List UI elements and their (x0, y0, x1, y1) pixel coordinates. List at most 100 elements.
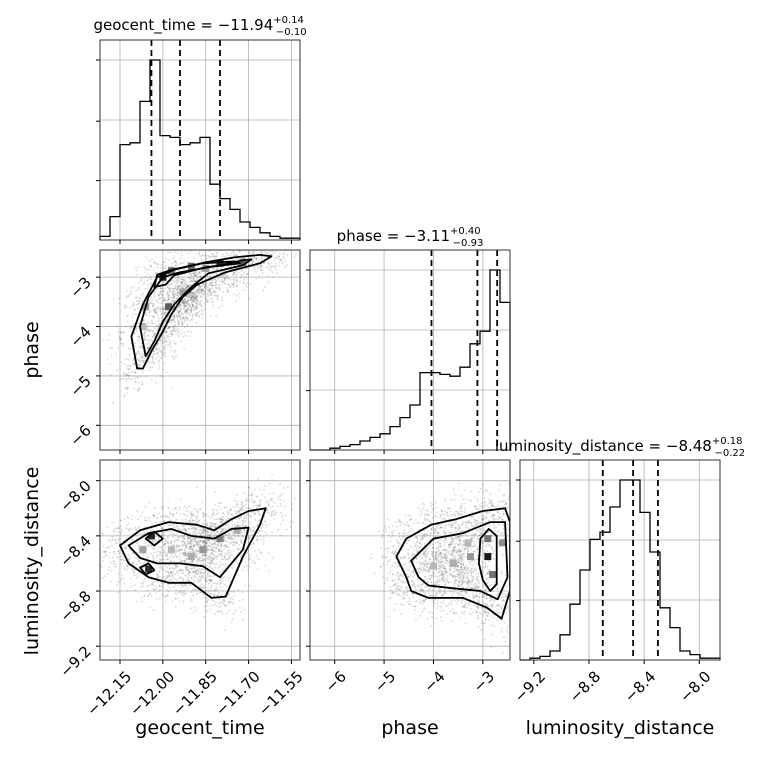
sample-point (172, 319, 175, 321)
sample-point (241, 521, 244, 524)
sample-point (176, 287, 179, 290)
sample-point (220, 530, 223, 533)
sample-point (274, 257, 277, 260)
sample-point (200, 255, 203, 258)
sample-point (128, 293, 131, 296)
sample-point (467, 572, 469, 575)
sample-point (226, 558, 229, 561)
sample-point (191, 538, 194, 541)
sample-point (441, 574, 444, 576)
sample-point (207, 530, 209, 533)
sample-point (164, 539, 167, 542)
sample-point (181, 584, 184, 587)
sample-point (195, 297, 198, 299)
sample-point (178, 295, 181, 298)
sample-point (156, 352, 159, 354)
sample-point (129, 378, 132, 381)
sample-point (189, 536, 192, 539)
sample-point (113, 563, 115, 565)
sample-point (194, 308, 196, 311)
sample-point (138, 336, 141, 339)
sample-point (267, 243, 269, 245)
sample-point (393, 553, 396, 556)
sample-point (172, 317, 175, 320)
sample-point (183, 534, 186, 537)
sample-point (202, 554, 204, 556)
sample-point (138, 387, 140, 390)
sample-point (188, 303, 191, 306)
sample-point (169, 318, 172, 321)
sample-point (171, 319, 173, 321)
sample-point (190, 538, 192, 541)
sample-point (200, 288, 203, 291)
sample-point (273, 248, 275, 250)
sample-point (200, 290, 203, 292)
sample-point (202, 312, 205, 315)
sample-point (175, 261, 177, 263)
sample-point (209, 288, 212, 290)
sample-point (168, 298, 170, 300)
sample-point (106, 554, 108, 557)
sample-point (194, 588, 197, 591)
sample-point (474, 609, 477, 611)
sample-point (202, 283, 204, 285)
sample-point (209, 579, 212, 581)
sample-point (196, 307, 199, 310)
sample-point (165, 331, 168, 333)
sample-point (232, 591, 235, 594)
sample-point (173, 314, 176, 316)
sample-point (185, 545, 187, 548)
sample-point (177, 509, 180, 512)
sample-point (190, 527, 193, 530)
sample-point (205, 577, 208, 580)
sample-point (193, 297, 195, 299)
sample-point (265, 509, 268, 511)
sample-point (192, 565, 194, 568)
sample-point (138, 387, 141, 390)
sample-point (151, 336, 154, 338)
sample-point (192, 292, 194, 295)
sample-point (196, 275, 199, 278)
sample-point (201, 259, 203, 261)
sample-point (153, 295, 156, 297)
sample-point (249, 251, 252, 253)
sample-point (442, 564, 445, 567)
sample-point (203, 540, 205, 543)
sample-point (204, 578, 207, 581)
sample-point (131, 515, 134, 517)
sample-point (184, 298, 187, 301)
sample-point (243, 529, 246, 531)
sample-point (160, 293, 162, 296)
sample-point (475, 595, 478, 598)
sample-point (170, 329, 173, 331)
sample-point (241, 270, 244, 272)
sample-point (188, 540, 191, 543)
sample-point (162, 548, 164, 551)
sample-point (150, 595, 153, 597)
sample-point (125, 380, 128, 383)
sample-point (182, 525, 185, 527)
sample-point (143, 335, 146, 337)
sample-point (181, 537, 184, 539)
sample-point (214, 491, 217, 493)
sample-point (213, 590, 216, 592)
sample-point (165, 299, 167, 302)
sample-point (233, 272, 235, 274)
sample-point (279, 483, 281, 486)
sample-point (195, 569, 198, 571)
sample-point (485, 618, 487, 621)
sample-point (168, 574, 170, 577)
sample-point (193, 272, 196, 275)
sample-point (258, 247, 260, 249)
sample-point (159, 297, 162, 300)
sample-point (209, 574, 212, 576)
sample-point (192, 299, 195, 302)
sample-point (220, 279, 223, 282)
samples-geocent-time-vs-luminosity-distance (100, 473, 296, 632)
sample-point (155, 592, 157, 594)
sample-point (458, 552, 461, 554)
sample-point (486, 490, 489, 493)
sample-point (205, 554, 208, 557)
sample-point (401, 580, 404, 583)
sample-point (229, 551, 231, 554)
